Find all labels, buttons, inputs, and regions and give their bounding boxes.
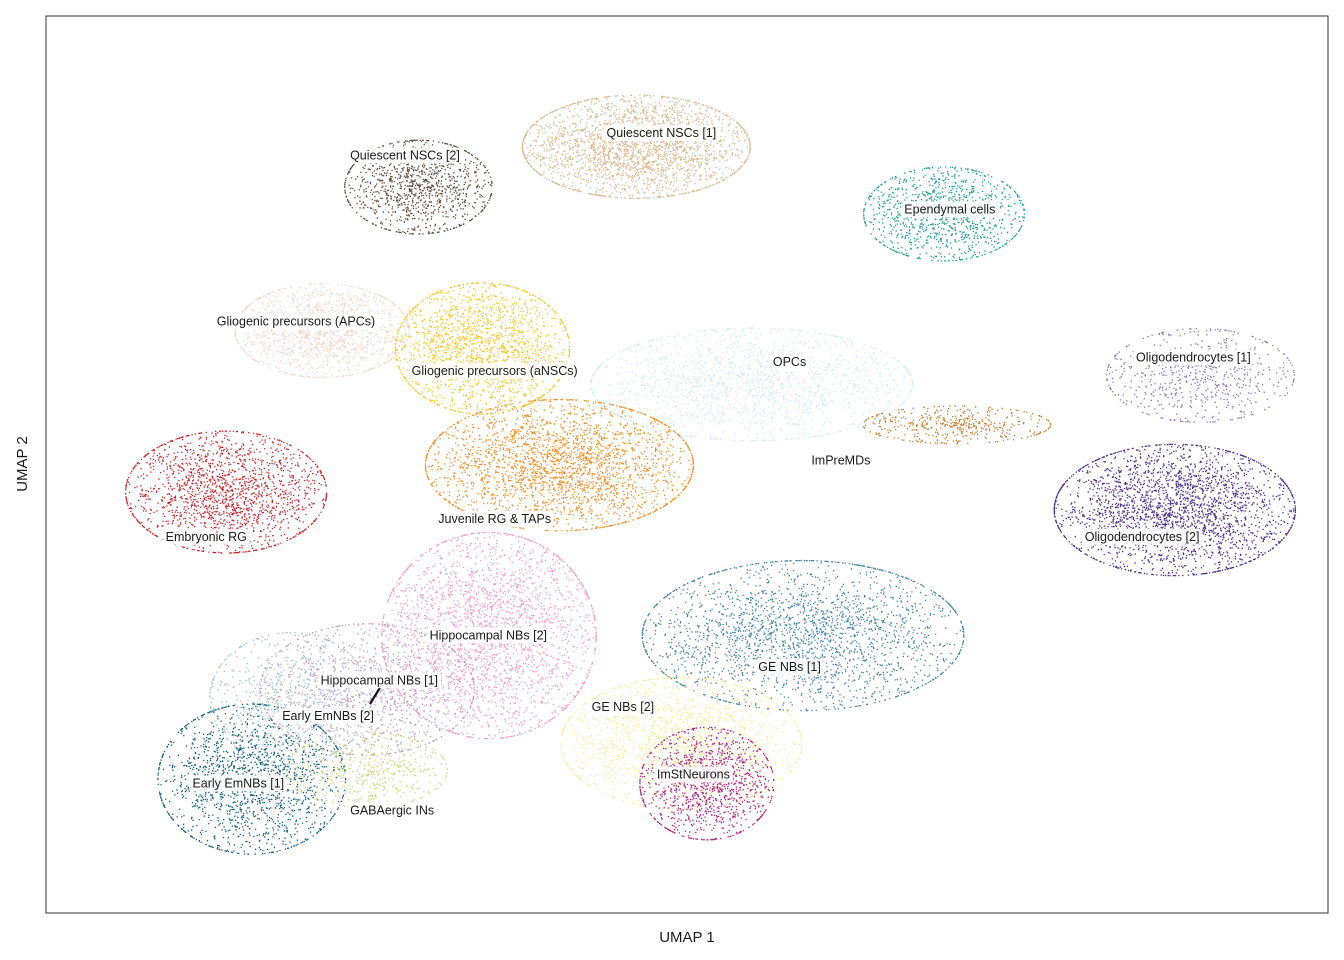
- cluster-label-text: OPCs: [773, 355, 806, 369]
- cluster-label-box: [653, 766, 733, 783]
- cluster-points-6: [863, 405, 1052, 445]
- cluster-point-marks: [639, 726, 775, 841]
- cluster-label: Hippocampal NBs [1]: [317, 672, 442, 689]
- cluster-label-text: GE NBs [1]: [758, 660, 821, 674]
- cluster-label-text: Quiescent NSCs [2]: [350, 149, 460, 163]
- cluster-label: Hippocampal NBs [2]: [426, 627, 551, 644]
- cluster-label: GABAergic INs: [347, 802, 438, 819]
- y-axis-title: UMAP 2: [14, 436, 31, 492]
- cluster-label: Early EmNBs [1]: [189, 775, 288, 792]
- cluster-label-box: [213, 313, 379, 330]
- cluster-point-marks: [1053, 443, 1296, 577]
- cluster-points-14: [641, 559, 965, 712]
- plot-panel-border: [45, 15, 1329, 914]
- cluster-label-box: [901, 201, 999, 218]
- cluster-label-box: [1081, 528, 1203, 545]
- cluster-label-box: [808, 452, 874, 469]
- cluster-label-box: [347, 147, 463, 164]
- cluster-points-18: [286, 732, 449, 809]
- cluster-label: GE NBs [2]: [588, 699, 658, 716]
- cluster-points-16: [639, 726, 775, 841]
- cluster-label: ImStNeurons: [653, 766, 733, 783]
- cluster-label-text: ImStNeurons: [657, 767, 730, 781]
- cluster-label: Oligodendrocytes [2]: [1081, 528, 1203, 545]
- cluster-label-box: [189, 775, 288, 792]
- x-axis-title: UMAP 1: [659, 929, 715, 946]
- cluster-point-marks: [521, 94, 751, 199]
- cluster-label-text: GE NBs [2]: [592, 700, 655, 714]
- cluster-label-text: ImPreMDs: [811, 454, 870, 468]
- cluster-label-box: [408, 362, 581, 379]
- cluster-label: Quiescent NSCs [1]: [603, 125, 720, 142]
- cluster-point-marks: [394, 282, 571, 415]
- cluster-label-text: Gliogenic precursors (APCs): [217, 314, 375, 328]
- cluster-label-box: [426, 627, 551, 644]
- cluster-points-2: [863, 166, 1026, 262]
- cluster-label-box: [1133, 349, 1254, 366]
- cluster-label: Ependymal cells: [901, 201, 999, 218]
- cluster-points-4: [394, 282, 571, 415]
- cluster-label: ImPreMDs: [808, 452, 874, 469]
- cluster-label-box: [755, 658, 824, 675]
- cluster-label-text: Hippocampal NBs [1]: [321, 673, 438, 687]
- cluster-label-box: [435, 510, 555, 527]
- cluster-point-marks: [863, 405, 1052, 445]
- cluster-label-text: Hippocampal NBs [2]: [430, 628, 547, 642]
- cluster-label-box: [769, 353, 810, 370]
- cluster-label-text: Early EmNBs [1]: [192, 776, 284, 790]
- cluster-points-13: [209, 632, 372, 765]
- cluster-label: Quiescent NSCs [2]: [347, 147, 463, 164]
- cluster-points-5: [590, 327, 914, 442]
- cluster-points-15: [560, 677, 803, 810]
- cluster-label-text: Early EmNBs [2]: [282, 709, 374, 723]
- cluster-label: OPCs: [769, 353, 810, 370]
- cluster-labels-layer: Quiescent NSCs [1] Quiescent NSCs [2] Epen…: [162, 125, 1254, 819]
- cluster-label-box: [588, 699, 658, 716]
- cluster-label-text: Ependymal cells: [904, 202, 995, 216]
- points-layer: [125, 94, 1296, 855]
- cluster-label-text: Quiescent NSCs [1]: [606, 126, 716, 140]
- cluster-points-8: [1053, 443, 1296, 577]
- cluster-point-marks: [209, 632, 372, 765]
- cluster-label: Early EmNBs [2]: [279, 708, 377, 725]
- cluster-label-box: [317, 672, 442, 689]
- cluster-point-marks: [863, 166, 1026, 262]
- cluster-points-10: [424, 398, 694, 532]
- cluster-point-marks: [641, 559, 965, 712]
- cluster-label-box: [603, 125, 720, 142]
- cluster-point-marks: [1106, 328, 1295, 423]
- cluster-label-box: [162, 528, 250, 545]
- cluster-points-3: [234, 283, 410, 379]
- cluster-label-text: Oligodendrocytes [1]: [1136, 350, 1251, 364]
- cluster-label-box: [279, 708, 377, 725]
- cluster-label: GE NBs [1]: [755, 658, 824, 675]
- cluster-label: Gliogenic precursors (APCs): [213, 313, 379, 330]
- cluster-point-marks: [424, 398, 694, 532]
- cluster-label: Juvenile RG & TAPs: [435, 510, 555, 527]
- cluster-label: Embryonic RG: [162, 528, 250, 545]
- cluster-points-0: [521, 94, 751, 199]
- cluster-point-marks: [590, 327, 914, 442]
- cluster-label-text: Oligodendrocytes [2]: [1085, 530, 1200, 544]
- cluster-label: Oligodendrocytes [1]: [1133, 349, 1254, 366]
- cluster-point-marks: [560, 677, 803, 810]
- cluster-label-text: GABAergic INs: [350, 803, 434, 817]
- cluster-point-marks: [286, 732, 449, 809]
- cluster-label: Gliogenic precursors (aNSCs): [408, 362, 581, 379]
- cluster-point-marks: [234, 283, 410, 379]
- cluster-label-text: Gliogenic precursors (aNSCs): [412, 364, 578, 378]
- cluster-label-box: [347, 802, 438, 819]
- cluster-label-text: Embryonic RG: [166, 530, 247, 544]
- cluster-points-7: [1106, 328, 1295, 423]
- cluster-label-text: Juvenile RG & TAPs: [438, 512, 551, 526]
- label-leader-line: [369, 685, 382, 705]
